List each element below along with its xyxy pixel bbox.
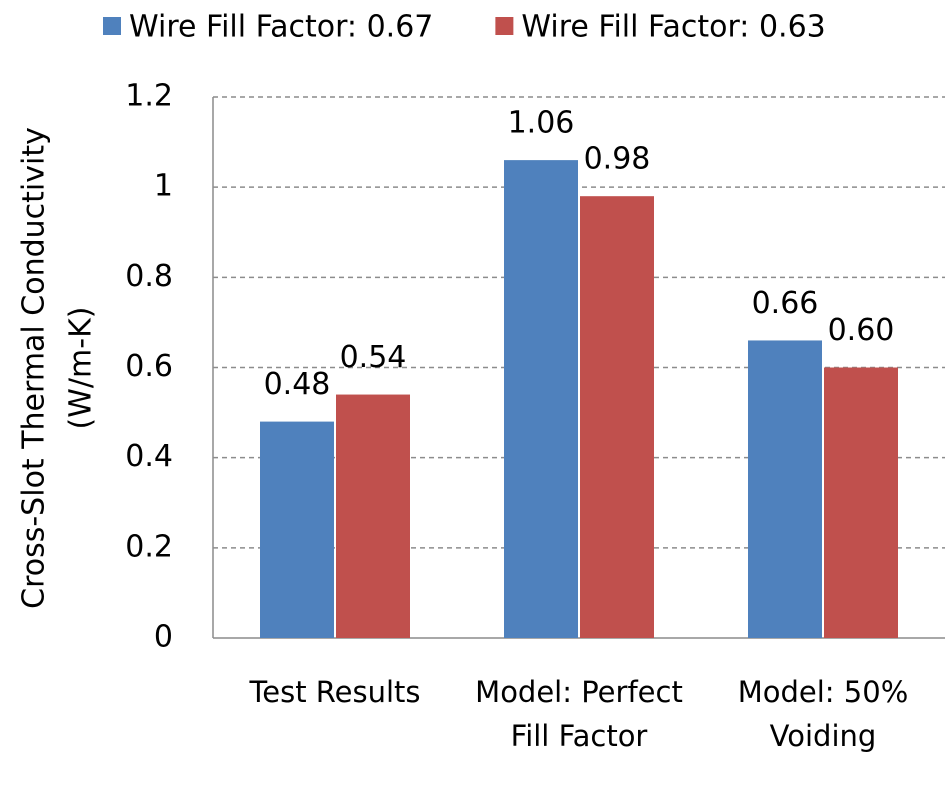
value-label: 1.06 <box>508 106 575 141</box>
y-axis-label: (W/m-K) <box>64 307 99 430</box>
bar <box>504 160 578 638</box>
value-label: 0.60 <box>828 313 895 348</box>
y-tick-label: 0.6 <box>125 349 173 384</box>
legend-swatch <box>103 17 121 35</box>
bar <box>336 394 410 638</box>
y-axis-label: Cross-Slot Thermal Conductivity <box>17 127 52 609</box>
value-label: 0.98 <box>584 142 651 177</box>
x-tick-label: Test Results <box>249 675 421 709</box>
y-tick-label: 1 <box>154 169 173 204</box>
y-tick-label: 0.4 <box>125 439 173 474</box>
x-tick-label: Model: Perfect Fill Factor <box>475 675 683 753</box>
bar <box>748 340 822 638</box>
bar <box>824 367 898 638</box>
legend-swatch <box>495 17 514 35</box>
value-label: 0.48 <box>264 367 331 402</box>
y-tick-label: 0 <box>154 620 173 655</box>
bar <box>260 421 334 638</box>
x-tick-label: Model: 50% Voiding <box>737 675 909 753</box>
y-tick-label: 0.2 <box>125 529 173 564</box>
y-tick-label: 0.8 <box>125 259 173 294</box>
legend-label: Wire Fill Factor: 0.63 <box>521 10 825 45</box>
value-label: 0.54 <box>340 340 407 375</box>
bar <box>580 196 654 638</box>
value-label: 0.66 <box>752 286 819 321</box>
legend-label: Wire Fill Factor: 0.67 <box>129 10 433 45</box>
y-tick-label: 1.2 <box>125 79 173 114</box>
